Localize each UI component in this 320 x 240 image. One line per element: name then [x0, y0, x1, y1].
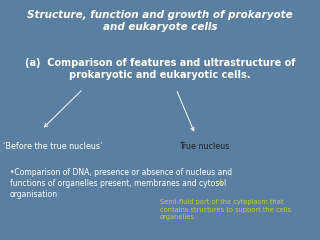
Text: Semi-fluid part of the cytoplasm that
contains structures to support the cells
o: Semi-fluid part of the cytoplasm that co…: [160, 199, 291, 220]
Text: Structure, function and growth of prokaryote
and eukaryote cells: Structure, function and growth of prokar…: [27, 10, 293, 32]
Text: •Comparison of DNA, presence or absence of nucleus and
functions of organelles p: •Comparison of DNA, presence or absence …: [10, 168, 232, 199]
Text: ‘Before the true nucleus’: ‘Before the true nucleus’: [3, 142, 103, 151]
Text: (a)  Comparison of features and ultrastructure of
prokaryotic and eukaryotic cel: (a) Comparison of features and ultrastru…: [25, 58, 295, 80]
Text: True nucleus: True nucleus: [179, 142, 229, 151]
